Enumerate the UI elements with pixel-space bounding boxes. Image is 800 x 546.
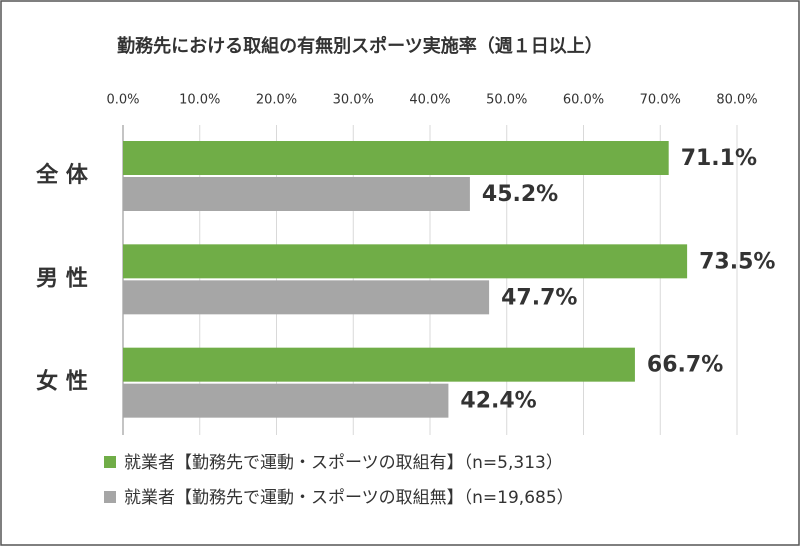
value-label: 47.7% [501, 285, 577, 310]
value-label: 73.5% [699, 249, 775, 274]
x-tick-label: 60.0% [563, 93, 604, 108]
legend-label: 就業者【勤務先で運動・スポーツの取組無】（n=19,685） [124, 488, 574, 508]
x-tick-label: 30.0% [333, 93, 374, 108]
bar [123, 177, 470, 211]
bar [123, 141, 669, 175]
x-tick-label: 20.0% [256, 93, 297, 108]
bar [123, 383, 449, 418]
y-tick-label: 女 性 [36, 369, 88, 395]
y-tick-label: 全 体 [35, 162, 89, 188]
chart-title: 勤務先における取組の有無別スポーツ実施率（週１日以上） [117, 35, 603, 57]
x-tick-label: 10.0% [179, 93, 220, 108]
x-tick-label: 70.0% [640, 93, 681, 108]
legend-swatch [104, 491, 116, 503]
x-tick-label: 0.0% [106, 93, 139, 108]
x-tick-label: 40.0% [409, 93, 450, 108]
bar [123, 244, 688, 279]
bar [123, 280, 490, 315]
value-label: 45.2% [482, 182, 558, 207]
value-label: 71.1% [681, 146, 757, 171]
y-tick-label: 男 性 [36, 266, 88, 291]
x-tick-label: 50.0% [486, 93, 527, 108]
value-label: 66.7% [647, 353, 723, 378]
legend-label: 就業者【勤務先で運動・スポーツの取組有】（n=5,313） [124, 453, 563, 473]
bar [123, 347, 635, 382]
legend-swatch [104, 456, 116, 468]
x-tick-label: 80.0% [716, 93, 757, 108]
value-label: 42.4% [460, 389, 536, 414]
